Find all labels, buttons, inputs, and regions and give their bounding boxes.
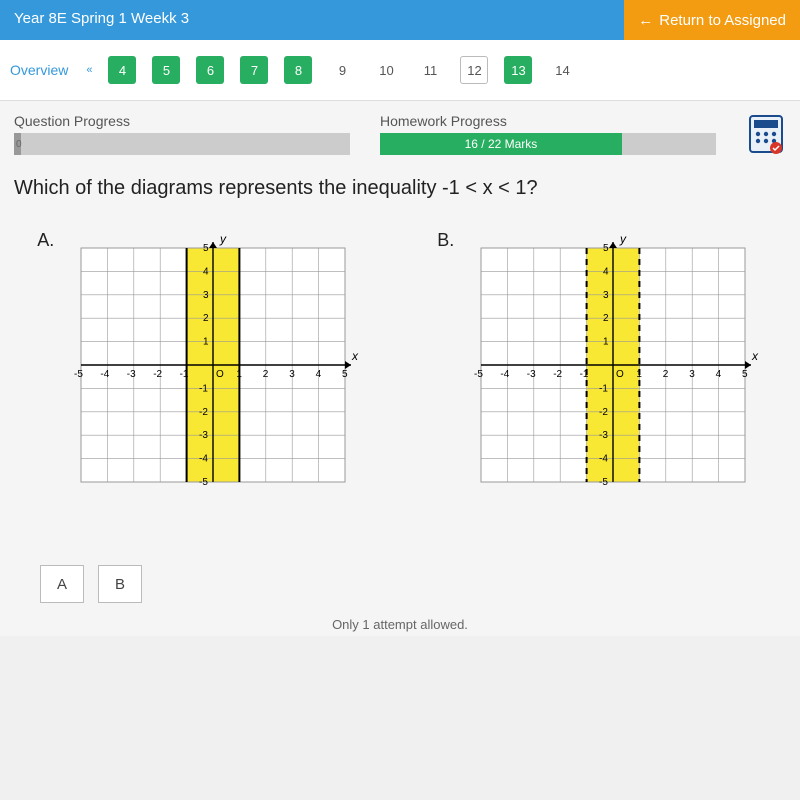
nav-question-8[interactable]: 8 — [284, 56, 312, 84]
svg-text:-2: -2 — [199, 407, 208, 418]
svg-text:-1: -1 — [179, 369, 188, 380]
answer-row: A B — [0, 525, 800, 613]
nav-question-12[interactable]: 12 — [460, 56, 488, 84]
svg-text:-4: -4 — [599, 454, 608, 465]
attempt-note: Only 1 attempt allowed. — [0, 613, 800, 636]
diagram-a-label: A. — [37, 230, 54, 251]
question-text-content: Which of the diagrams represents the ine… — [14, 177, 538, 199]
nav-question-7[interactable]: 7 — [240, 56, 268, 84]
diagram-b-chart: y x -5 -4 -3 -2 -1 O 1 2 3 4 5 -5 -4 -3 -2 -1 1 2 3 4 5 — [463, 230, 763, 500]
svg-text:5: 5 — [603, 243, 609, 254]
svg-text:1: 1 — [236, 369, 242, 380]
svg-text:3: 3 — [603, 290, 609, 301]
svg-text:4: 4 — [715, 369, 721, 380]
svg-text:4: 4 — [203, 266, 209, 277]
question-nav: Overview « 456789 10 11 12 13 14 — [0, 40, 800, 101]
answer-button-b[interactable]: B — [98, 565, 142, 603]
svg-text:2: 2 — [203, 313, 209, 324]
svg-text:-1: -1 — [599, 383, 608, 394]
question-progress-bar: 0 — [14, 133, 350, 155]
svg-text:y: y — [619, 232, 627, 246]
svg-text:3: 3 — [689, 369, 695, 380]
svg-text:-4: -4 — [199, 454, 208, 465]
nav-question-14[interactable]: 14 — [548, 56, 576, 84]
return-button[interactable]: ← Return to Assigned — [624, 0, 800, 40]
nav-question-11[interactable]: 11 — [416, 56, 444, 84]
nav-question-9[interactable]: 9 — [328, 56, 356, 84]
page-title: Year 8E Spring 1 Weekk 3 — [0, 0, 624, 40]
svg-text:-5: -5 — [599, 477, 608, 488]
question-progress-block: Question Progress 0 — [14, 113, 350, 155]
svg-text:3: 3 — [289, 369, 295, 380]
svg-text:1: 1 — [203, 337, 209, 348]
svg-text:5: 5 — [342, 369, 348, 380]
nav-question-10[interactable]: 10 — [372, 56, 400, 84]
svg-text:-1: -1 — [579, 369, 588, 380]
svg-text:2: 2 — [663, 369, 669, 380]
question-progress-value: 0 — [14, 133, 21, 155]
diagram-a: A. y x -5 -4 -3 -2 -1 O 1 2 3 4 5 -5 -4 -3 -2 -1 1 2 3 4 5 — [37, 230, 362, 505]
svg-text:-4: -4 — [100, 369, 109, 380]
diagram-b: B. y x -5 -4 -3 -2 -1 O 1 2 3 4 5 -5 -4 -3 -2 -1 1 2 3 4 5 — [437, 230, 762, 505]
nav-question-5[interactable]: 5 — [152, 56, 180, 84]
overview-link[interactable]: Overview — [10, 62, 68, 78]
svg-text:2: 2 — [263, 369, 269, 380]
return-label: Return to Assigned — [659, 12, 786, 29]
svg-text:-5: -5 — [474, 369, 483, 380]
question-progress-label: Question Progress — [14, 113, 350, 129]
svg-text:-5: -5 — [199, 477, 208, 488]
nav-question-4[interactable]: 4 — [108, 56, 136, 84]
svg-text:5: 5 — [203, 243, 209, 254]
question-text: Which of the diagrams represents the ine… — [0, 167, 800, 220]
svg-text:x: x — [351, 349, 359, 363]
calculator-button[interactable] — [746, 114, 786, 154]
svg-text:-3: -3 — [127, 369, 136, 380]
svg-text:1: 1 — [636, 369, 642, 380]
svg-text:O: O — [616, 369, 624, 380]
svg-text:4: 4 — [603, 266, 609, 277]
answer-button-a[interactable]: A — [40, 565, 84, 603]
svg-text:2: 2 — [603, 313, 609, 324]
svg-text:5: 5 — [742, 369, 748, 380]
diagram-b-label: B. — [437, 230, 454, 251]
nav-question-6[interactable]: 6 — [196, 56, 224, 84]
homework-progress-label: Homework Progress — [380, 113, 716, 129]
svg-text:-1: -1 — [199, 383, 208, 394]
svg-text:y: y — [219, 232, 227, 246]
svg-text:O: O — [216, 369, 224, 380]
nav-prev-icon[interactable]: « — [86, 64, 92, 76]
svg-text:-5: -5 — [74, 369, 83, 380]
calculator-icon — [746, 114, 786, 154]
diagram-row: A. y x -5 -4 -3 -2 -1 O 1 2 3 4 5 -5 -4 -3 -2 -1 1 2 3 4 5 B. … — [0, 220, 800, 525]
header-bar: Year 8E Spring 1 Weekk 3 ← Return to Ass… — [0, 0, 800, 40]
nav-question-13[interactable]: 13 — [504, 56, 532, 84]
svg-text:3: 3 — [203, 290, 209, 301]
arrow-left-icon: ← — [638, 12, 653, 29]
svg-text:1: 1 — [603, 337, 609, 348]
diagram-a-chart: y x -5 -4 -3 -2 -1 O 1 2 3 4 5 -5 -4 -3 -2 -1 1 2 3 4 5 — [63, 230, 363, 500]
svg-text:-3: -3 — [599, 430, 608, 441]
homework-progress-bar: 16 / 22 Marks — [380, 133, 716, 155]
svg-text:x: x — [751, 349, 759, 363]
svg-text:-3: -3 — [199, 430, 208, 441]
svg-text:-2: -2 — [153, 369, 162, 380]
svg-text:-2: -2 — [553, 369, 562, 380]
svg-text:4: 4 — [315, 369, 321, 380]
homework-progress-value: 16 / 22 Marks — [380, 133, 622, 155]
progress-row: Question Progress 0 Homework Progress 16… — [0, 101, 800, 167]
svg-text:-3: -3 — [527, 369, 536, 380]
svg-text:-2: -2 — [599, 407, 608, 418]
svg-text:-4: -4 — [500, 369, 509, 380]
homework-progress-block: Homework Progress 16 / 22 Marks — [380, 113, 716, 155]
